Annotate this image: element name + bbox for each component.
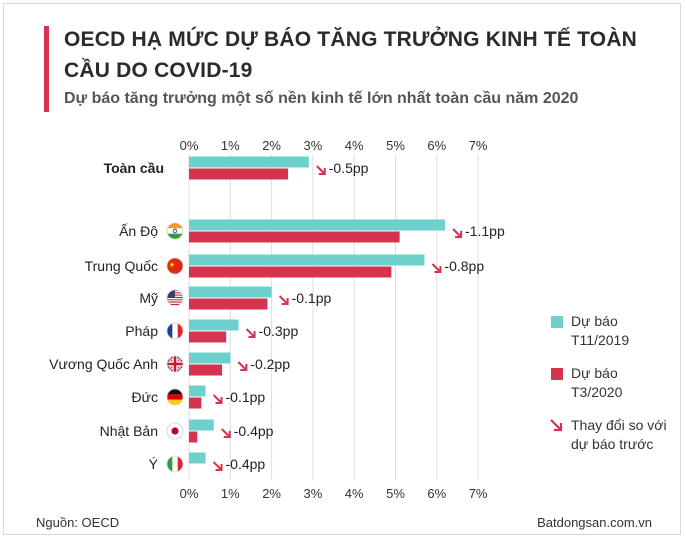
- x-tick-label-bottom: 4%: [345, 486, 364, 501]
- uk-flag-icon: [166, 355, 184, 373]
- bar-mar2020: [189, 266, 392, 278]
- x-tick-label-bottom: 1%: [221, 486, 240, 501]
- down-arrow-icon: [212, 461, 223, 471]
- bar-mar2020: [189, 364, 223, 376]
- site-credit: Batdongsan.com.vn: [537, 515, 652, 530]
- france-flag-icon: [166, 322, 184, 340]
- bar-nov2019: [189, 419, 214, 431]
- india-flag-icon: [166, 222, 184, 240]
- change-label: -0.4pp: [226, 456, 266, 472]
- down-arrow-icon: [212, 394, 223, 404]
- source-note: Nguồn: OECD: [36, 515, 120, 530]
- legend-swatch-mar2020: [551, 368, 563, 380]
- change-label: -0.2pp: [250, 356, 290, 372]
- x-tick-label-bottom: 6%: [427, 486, 446, 501]
- china-flag-icon: ★: [166, 257, 184, 275]
- x-tick-label-top: 3%: [304, 138, 323, 153]
- x-tick-label-bottom: 3%: [304, 486, 323, 501]
- bar-mar2020: [189, 431, 198, 443]
- x-tick-label-bottom: 0%: [180, 486, 199, 501]
- change-label: -0.5pp: [329, 160, 369, 176]
- down-arrow-icon: [221, 428, 231, 438]
- x-tick-label-top: 5%: [386, 138, 405, 153]
- down-arrow-icon: [431, 263, 442, 273]
- change-label: -0.1pp: [292, 290, 332, 306]
- germany-flag-icon: [166, 388, 184, 406]
- change-label: -0.1pp: [226, 389, 266, 405]
- chart-subtitle: Dự báo tăng trưởng một số nền kinh tế lớ…: [64, 90, 579, 107]
- change-label: -0.3pp: [259, 323, 299, 339]
- x-tick-label-bottom: 2%: [262, 486, 281, 501]
- down-arrow-icon: [550, 419, 563, 432]
- chart-title: OECD HẠ MỨC DỰ BÁO TĂNG TRƯỞNG KINH TẾ T…: [64, 28, 638, 82]
- category-label: Trung Quốc: [85, 258, 158, 274]
- legend-item-change: Thay đổi so với dự báo trước: [550, 416, 671, 454]
- legend-label-change: Thay đổi so với dự báo trước: [571, 417, 667, 452]
- bar-nov2019: [189, 156, 309, 168]
- x-tick-label-top: 7%: [469, 138, 488, 153]
- bar-mar2020: [189, 298, 268, 310]
- chart-frame: [3, 3, 681, 535]
- title-accent-bar: [44, 26, 49, 112]
- category-label: Pháp: [125, 323, 158, 339]
- x-tick-label-top: 0%: [180, 138, 199, 153]
- bar-nov2019: [189, 352, 231, 364]
- x-tick-label-top: 1%: [221, 138, 240, 153]
- bar-mar2020: [189, 168, 289, 180]
- bar-nov2019: [189, 254, 425, 266]
- bar-nov2019: [189, 319, 239, 331]
- x-tick-label-bottom: 7%: [469, 486, 488, 501]
- category-label: Đức: [132, 389, 158, 405]
- svg-text:★: ★: [169, 261, 175, 269]
- legend-item-nov2019: Dự báo T11/2019: [551, 312, 671, 350]
- x-tick-label-top: 4%: [345, 138, 364, 153]
- bar-nov2019: [189, 452, 206, 464]
- category-label: Ý: [149, 456, 159, 472]
- down-arrow-icon: [237, 361, 248, 371]
- x-tick-label-bottom: 5%: [386, 486, 405, 501]
- legend-swatch-nov2019: [551, 316, 563, 328]
- bar-mar2020: [189, 231, 400, 243]
- category-label: Mỹ: [139, 290, 158, 306]
- change-label: -0.4pp: [234, 423, 274, 439]
- down-arrow-icon: [452, 228, 463, 238]
- change-label: -1.1pp: [465, 223, 505, 239]
- category-label: Nhật Bản: [100, 423, 158, 439]
- bar-nov2019: [189, 286, 272, 298]
- japan-flag-icon: [166, 422, 184, 440]
- bar-nov2019: [189, 219, 446, 231]
- italy-flag-icon: [166, 455, 184, 473]
- legend-label-nov2019: Dự báo T11/2019: [571, 313, 630, 348]
- bar-nov2019: [189, 385, 206, 397]
- category-label: Ấn Độ: [119, 223, 158, 239]
- legend-item-mar2020: Dự báo T3/2020: [551, 364, 671, 402]
- down-arrow-icon: [316, 165, 326, 175]
- x-tick-label-top: 6%: [427, 138, 446, 153]
- legend-label-mar2020: Dự báo T3/2020: [571, 365, 623, 400]
- category-label: Vương Quốc Anh: [49, 356, 158, 372]
- x-tick-label-top: 2%: [262, 138, 281, 153]
- change-label: -0.8pp: [444, 258, 484, 274]
- usa-flag-icon: [166, 289, 184, 307]
- category-label: Toàn cầu: [104, 160, 164, 176]
- legend: Dự báo T11/2019 Dự báo T3/2020 Thay đổi …: [550, 312, 671, 454]
- down-arrow-icon: [278, 295, 289, 305]
- down-arrow-icon: [245, 328, 256, 338]
- bar-mar2020: [189, 331, 227, 343]
- bar-mar2020: [189, 397, 202, 409]
